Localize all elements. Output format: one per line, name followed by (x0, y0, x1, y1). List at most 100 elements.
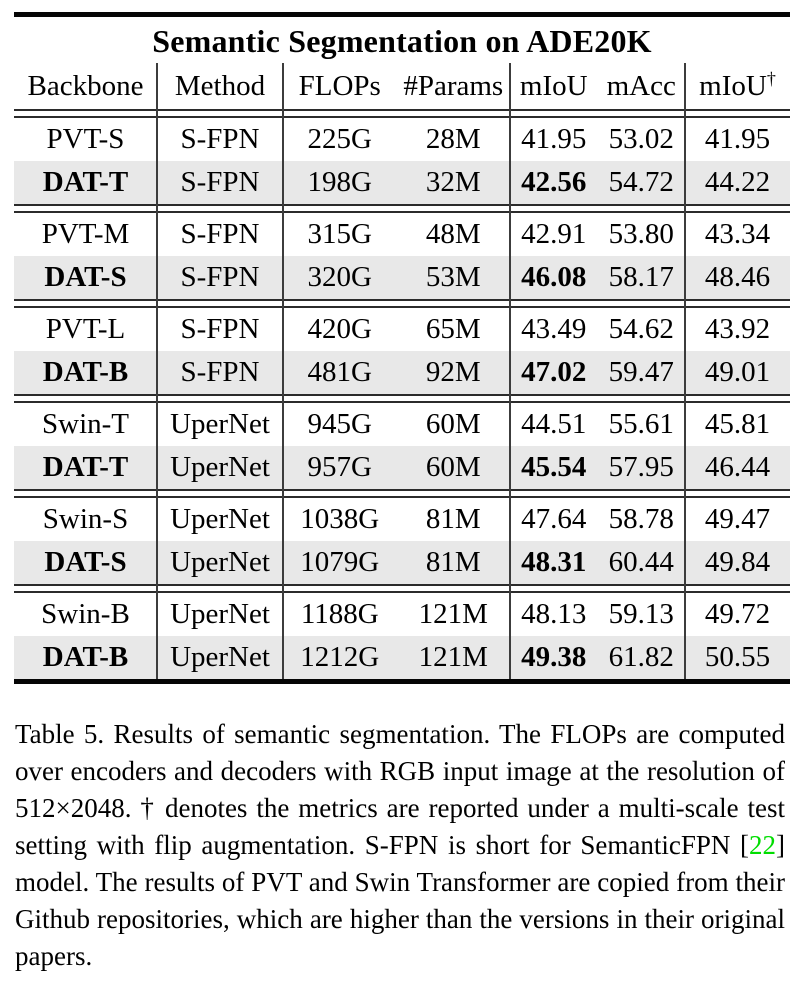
table-title: Semantic Segmentation on ADE20K (152, 23, 652, 59)
cell-params: 121M (418, 598, 488, 630)
cell-method: UperNet (170, 503, 270, 535)
cell-backbone: DAT-S (44, 546, 127, 578)
cell-method: S-FPN (180, 313, 260, 345)
cell-miou-macc: 45.54 57.95 (510, 451, 685, 484)
cell-method: S-FPN (180, 218, 260, 250)
cell-flops: 481G (307, 356, 372, 388)
cell-macc: 53.80 (608, 218, 674, 250)
caption-text-1: Table 5. Results of semantic segmentatio… (15, 719, 785, 860)
cell-params: 28M (425, 123, 481, 155)
cell-method: UperNet (170, 451, 270, 483)
cell-method: UperNet (170, 408, 270, 440)
cell-miou-multiscale: 49.72 (704, 598, 771, 630)
cell-method: UperNet (170, 598, 270, 630)
column-divider-3 (509, 63, 511, 679)
cell-flops-params: 957G 60M (283, 451, 510, 484)
cell-flops-params: 225G 28M (283, 123, 510, 156)
table-row: DAT-B S-FPN 481G 92M 47.02 59.47 49.01 (14, 351, 790, 394)
group-separator-rule (14, 489, 790, 498)
cell-method: S-FPN (180, 166, 260, 198)
cell-miou: 46.08 (521, 261, 587, 293)
col-header-params: #Params (403, 69, 504, 102)
cell-macc: 58.17 (608, 261, 674, 293)
cell-flops: 1212G (300, 641, 380, 673)
cell-miou-multiscale: 49.84 (704, 546, 771, 578)
cell-backbone: Swin-S (42, 503, 129, 535)
dagger-icon: † (766, 67, 776, 88)
cell-miou: 49.38 (521, 641, 587, 673)
table-row: Swin-S UperNet 1038G 81M 47.64 58.78 49.… (14, 498, 790, 541)
col-header-miou: mIoU (519, 69, 588, 102)
cell-macc: 53.02 (608, 123, 674, 155)
cell-params: 60M (425, 408, 481, 440)
cell-miou: 43.49 (521, 313, 587, 345)
col-header-miou-macc: mIoU mAcc (510, 70, 685, 103)
cell-miou-multiscale: 45.81 (704, 408, 771, 440)
cell-macc: 61.82 (608, 641, 674, 673)
cell-params: 32M (425, 166, 481, 198)
cell-miou-macc: 47.02 59.47 (510, 356, 685, 389)
cell-miou-macc: 49.38 61.82 (510, 641, 685, 674)
cell-method: UperNet (170, 641, 270, 673)
cell-miou-multiscale: 43.92 (704, 313, 771, 345)
table-caption: Table 5. Results of semantic segmentatio… (15, 716, 785, 975)
cell-miou: 47.64 (521, 503, 587, 535)
cell-flops-params: 320G 53M (283, 261, 510, 294)
cell-macc: 55.61 (608, 408, 674, 440)
col-header-miou-ms-label: mIoU (699, 69, 767, 102)
cell-macc: 54.62 (608, 313, 674, 345)
cell-flops-params: 420G 65M (283, 313, 510, 346)
cell-flops: 1188G (300, 598, 379, 630)
cell-flops-params: 315G 48M (283, 218, 510, 251)
group-separator-rule (14, 394, 790, 403)
table-row: DAT-S UperNet 1079G 81M 48.31 60.44 49.8… (14, 541, 790, 584)
cell-miou-multiscale: 50.55 (704, 641, 771, 673)
cell-method: S-FPN (180, 261, 260, 293)
table-row: DAT-T S-FPN 198G 32M 42.56 54.72 44.22 (14, 161, 790, 204)
cell-miou-macc: 43.49 54.62 (510, 313, 685, 346)
table-top-rule (14, 12, 790, 17)
cell-miou-macc: 42.56 54.72 (510, 166, 685, 199)
cell-miou-macc: 44.51 55.61 (510, 408, 685, 441)
cell-flops: 945G (307, 408, 372, 440)
cell-params: 53M (425, 261, 481, 293)
cell-miou-multiscale: 49.47 (704, 503, 771, 535)
cell-miou-macc: 42.91 53.80 (510, 218, 685, 251)
table-grid: Backbone Method FLOPs #Params mIoU mAcc … (14, 63, 790, 679)
cell-macc: 54.72 (608, 166, 674, 198)
cell-flops: 1079G (300, 546, 380, 578)
citation-link-22[interactable]: 22 (749, 830, 776, 860)
cell-miou: 45.54 (521, 451, 587, 483)
cell-flops-params: 1212G 121M (283, 641, 510, 674)
cell-miou: 42.56 (521, 166, 587, 198)
cell-params: 81M (425, 546, 481, 578)
cell-backbone: DAT-T (42, 451, 129, 483)
cell-macc: 60.44 (608, 546, 674, 578)
cell-macc: 57.95 (608, 451, 674, 483)
cell-params: 81M (425, 503, 481, 535)
cell-backbone: PVT-M (41, 218, 130, 250)
col-header-miou-multiscale: mIoU† (685, 67, 790, 103)
cell-method: UperNet (170, 546, 270, 578)
cell-miou-multiscale: 46.44 (704, 451, 771, 483)
cell-miou-multiscale: 41.95 (704, 123, 771, 155)
column-divider-4 (684, 63, 686, 679)
table-row: PVT-S S-FPN 225G 28M 41.95 53.02 41.95 (14, 118, 790, 161)
cell-flops-params: 481G 92M (283, 356, 510, 389)
table-header-row: Backbone Method FLOPs #Params mIoU mAcc … (14, 63, 790, 109)
cell-backbone: PVT-L (45, 313, 126, 345)
cell-miou-multiscale: 48.46 (704, 261, 771, 293)
cell-backbone: DAT-B (42, 356, 129, 388)
cell-miou: 41.95 (521, 123, 587, 155)
cell-macc: 58.78 (608, 503, 674, 535)
col-header-flops: FLOPs (298, 69, 381, 102)
cell-backbone: PVT-S (46, 123, 125, 155)
cell-miou-macc: 46.08 58.17 (510, 261, 685, 294)
cell-params: 92M (425, 356, 481, 388)
cell-miou-macc: 41.95 53.02 (510, 123, 685, 156)
cell-params: 48M (425, 218, 481, 250)
cell-flops-params: 1079G 81M (283, 546, 510, 579)
cell-backbone: Swin-T (42, 408, 129, 440)
cell-miou-multiscale: 49.01 (704, 356, 771, 388)
